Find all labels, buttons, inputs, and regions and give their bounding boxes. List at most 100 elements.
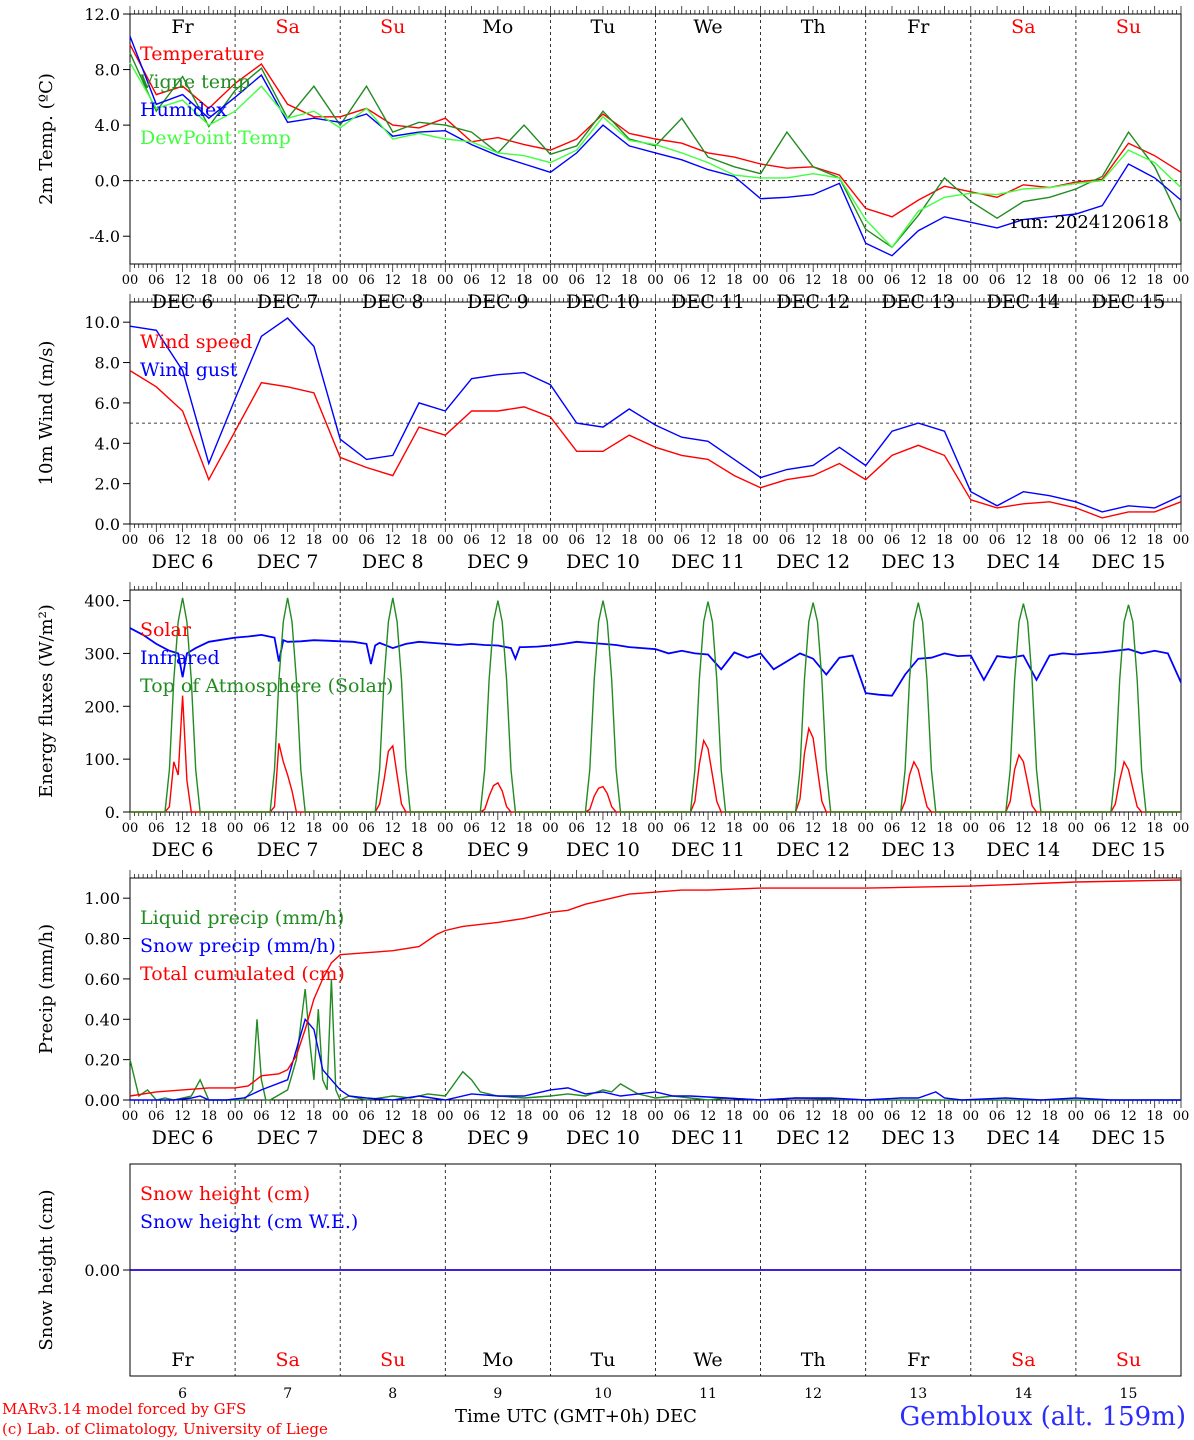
date-label: DEC 10	[566, 839, 640, 861]
date-label: DEC 12	[776, 1127, 850, 1149]
date-label: DEC 14	[986, 551, 1060, 573]
hour-label: 12	[1015, 273, 1032, 288]
hour-label: 06	[463, 1109, 480, 1124]
hour-label: 12	[910, 821, 927, 836]
hour-label: 12	[490, 273, 507, 288]
hour-label: 12	[1120, 533, 1137, 548]
y-tick-label: 0.00	[84, 1261, 120, 1280]
hour-label: 18	[621, 1109, 638, 1124]
hour-label: 06	[779, 533, 796, 548]
run-annotation: run: 2024120618	[1011, 212, 1169, 233]
hour-label: 00	[752, 1109, 769, 1124]
hour-label: 18	[201, 1109, 218, 1124]
hour-label: 18	[936, 273, 953, 288]
hour-label: 06	[1094, 1109, 1111, 1124]
hour-label: 00	[542, 1109, 559, 1124]
hour-label: 18	[1041, 273, 1058, 288]
hour-label: 18	[411, 533, 428, 548]
weekday-label: Th	[801, 1349, 826, 1371]
hour-label: 12	[384, 821, 401, 836]
hour-label: 18	[621, 533, 638, 548]
legend-entry: Top of Atmosphere (Solar)	[140, 675, 393, 697]
hour-label: 12	[1015, 821, 1032, 836]
legend-entry: Snow height (cm)	[140, 1183, 310, 1205]
day-number-label: 10	[594, 1386, 612, 1402]
hour-label: 00	[332, 1109, 349, 1124]
hour-label: 00	[122, 821, 139, 836]
date-label: DEC 13	[881, 551, 955, 573]
hour-label: 06	[568, 273, 585, 288]
series-line-wind-speed	[129, 370, 1182, 519]
day-number-label: 12	[804, 1386, 822, 1402]
date-label: DEC 11	[671, 839, 745, 861]
hour-label: 06	[568, 1109, 585, 1124]
y-tick-label: 4.0	[95, 434, 120, 453]
hour-label: 18	[831, 273, 848, 288]
hour-label: 06	[253, 273, 270, 288]
day-number-label: 15	[1120, 1386, 1138, 1402]
hour-label: 06	[253, 1109, 270, 1124]
hour-label: 18	[726, 821, 743, 836]
legend-entry: Vigne temp	[139, 71, 250, 93]
weekday-label: Mo	[482, 16, 513, 38]
hour-label: 00	[227, 821, 244, 836]
hour-label: 00	[437, 821, 454, 836]
hour-label: 00	[752, 273, 769, 288]
hour-label: 06	[148, 821, 165, 836]
hour-label: 00	[1068, 533, 1085, 548]
hour-label: 12	[490, 1109, 507, 1124]
hour-label: 12	[1015, 1109, 1032, 1124]
y-tick-label: 400.	[84, 592, 120, 611]
y-tick-label: 8.0	[95, 354, 120, 373]
legend-entry: Wind speed	[140, 331, 252, 353]
day-number-label: 13	[909, 1386, 927, 1402]
weekday-label: Mo	[482, 1349, 513, 1371]
hour-label: 06	[989, 273, 1006, 288]
hour-label: 06	[989, 533, 1006, 548]
day-number-label: 11	[699, 1386, 717, 1402]
hour-label: 12	[910, 273, 927, 288]
hour-label: 18	[201, 273, 218, 288]
hour-label: 12	[700, 821, 717, 836]
weekday-label: We	[693, 16, 722, 38]
date-label: DEC 12	[776, 839, 850, 861]
date-label: DEC 15	[1092, 551, 1166, 573]
hour-label: 06	[568, 533, 585, 548]
credit-line-2: (c) Lab. of Climatology, University of L…	[2, 1420, 328, 1438]
date-label: DEC 8	[362, 1127, 424, 1149]
hour-label: 18	[621, 273, 638, 288]
hour-label: 06	[1094, 533, 1111, 548]
hour-label: 00	[963, 533, 980, 548]
hour-label: 00	[857, 273, 874, 288]
weekday-label: Th	[801, 16, 826, 38]
hour-label: 18	[726, 533, 743, 548]
weekday-label: Tu	[590, 16, 615, 38]
legend-entry: Solar	[140, 619, 192, 641]
hour-label: 12	[910, 1109, 927, 1124]
hour-label: 12	[805, 533, 822, 548]
y-axis-label: Energy fluxes (W/m²)	[36, 604, 57, 798]
date-label: DEC 10	[566, 1127, 640, 1149]
panel-3	[123, 582, 1182, 820]
hour-label: 18	[936, 1109, 953, 1124]
legend-entry: Humidex	[140, 99, 227, 121]
hour-label: 12	[700, 273, 717, 288]
hour-label: 00	[857, 1109, 874, 1124]
hour-label: 06	[884, 533, 901, 548]
station-title: Gembloux (alt. 159m)	[899, 1402, 1186, 1432]
hour-label: 18	[1146, 533, 1163, 548]
hour-label: 12	[805, 273, 822, 288]
hour-label: 00	[542, 821, 559, 836]
hour-label: 12	[805, 1109, 822, 1124]
hour-label: 18	[1146, 821, 1163, 836]
hour-label: 12	[174, 533, 191, 548]
hour-label: 00	[227, 1109, 244, 1124]
hour-label: 00	[647, 821, 664, 836]
hour-label: 00	[1068, 821, 1085, 836]
weekday-label: Fr	[171, 1349, 194, 1371]
y-axis-label: 10m Wind (m/s)	[36, 341, 57, 486]
hour-label: 06	[463, 533, 480, 548]
series-line-vigne-temp	[129, 52, 1182, 249]
hour-label: 06	[989, 1109, 1006, 1124]
date-label: DEC 6	[152, 551, 214, 573]
